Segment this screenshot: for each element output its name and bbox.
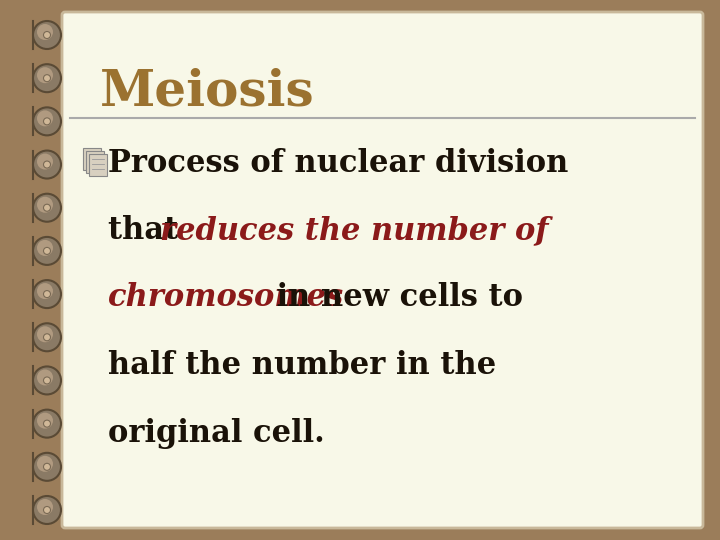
FancyBboxPatch shape bbox=[62, 12, 703, 528]
Circle shape bbox=[37, 326, 53, 342]
Circle shape bbox=[43, 118, 50, 125]
Circle shape bbox=[33, 107, 61, 136]
Circle shape bbox=[43, 31, 50, 38]
Circle shape bbox=[37, 197, 53, 213]
Text: Meiosis: Meiosis bbox=[100, 68, 315, 117]
Circle shape bbox=[33, 280, 61, 308]
Text: that: that bbox=[108, 215, 189, 246]
Circle shape bbox=[37, 153, 53, 170]
Circle shape bbox=[43, 291, 50, 298]
Text: in new cells to: in new cells to bbox=[266, 282, 523, 313]
Circle shape bbox=[37, 456, 53, 472]
Circle shape bbox=[43, 463, 50, 470]
Circle shape bbox=[33, 237, 61, 265]
Circle shape bbox=[43, 161, 50, 168]
Circle shape bbox=[33, 367, 61, 394]
Circle shape bbox=[33, 64, 61, 92]
Circle shape bbox=[37, 24, 53, 40]
Circle shape bbox=[37, 110, 53, 126]
Text: half the number in the: half the number in the bbox=[108, 350, 496, 381]
Circle shape bbox=[33, 194, 61, 222]
Circle shape bbox=[33, 21, 61, 49]
Bar bbox=[83, 148, 101, 170]
Circle shape bbox=[37, 67, 53, 83]
Circle shape bbox=[33, 151, 61, 179]
Circle shape bbox=[43, 507, 50, 514]
Bar bbox=[89, 154, 107, 176]
Circle shape bbox=[43, 420, 50, 427]
Circle shape bbox=[33, 453, 61, 481]
Circle shape bbox=[43, 204, 50, 211]
Text: chromosomes: chromosomes bbox=[108, 282, 344, 313]
Circle shape bbox=[33, 410, 61, 437]
Circle shape bbox=[37, 240, 53, 256]
Circle shape bbox=[37, 283, 53, 299]
Circle shape bbox=[43, 247, 50, 254]
Text: Process of nuclear division: Process of nuclear division bbox=[108, 148, 568, 179]
Bar bbox=[86, 151, 104, 173]
Circle shape bbox=[37, 413, 53, 429]
Circle shape bbox=[33, 323, 61, 352]
Circle shape bbox=[43, 334, 50, 341]
Text: reduces the number of: reduces the number of bbox=[160, 215, 549, 246]
Circle shape bbox=[43, 75, 50, 82]
Circle shape bbox=[43, 377, 50, 384]
Circle shape bbox=[37, 499, 53, 515]
Circle shape bbox=[33, 496, 61, 524]
Text: original cell.: original cell. bbox=[108, 418, 325, 449]
Circle shape bbox=[37, 369, 53, 386]
